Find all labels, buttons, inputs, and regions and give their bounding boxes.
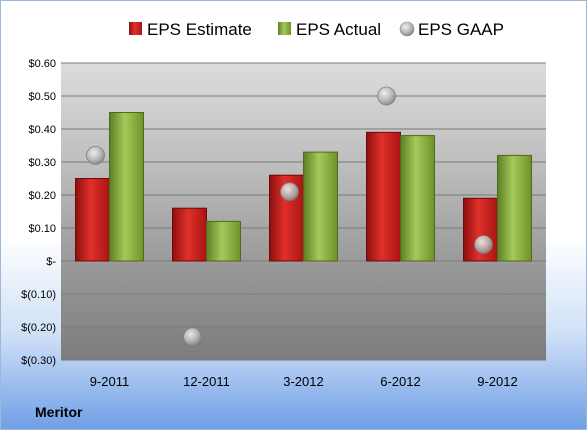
marker-eps-gaap [280,182,299,202]
legend-label: EPS Estimate [147,20,252,39]
y-tick-label: $- [46,256,56,268]
legend-label: EPS Actual [296,20,381,39]
y-tick-label: $0.30 [28,157,56,169]
bar-eps-actual [206,220,241,262]
bar-eps-actual [497,154,532,262]
bar-eps-estimate [172,207,207,262]
y-tick-label: $(0.10) [21,289,56,301]
x-category-label: 6-2012 [380,374,420,389]
marker-eps-gaap [86,145,105,165]
y-tick-label: $(0.30) [21,355,56,367]
marker-eps-gaap [183,327,202,347]
marker-eps-gaap [474,235,493,254]
source-label: Meritor [35,404,83,420]
y-tick-label: $0.60 [28,58,56,70]
legend-swatch-actual [278,22,291,35]
bar-eps-actual [109,112,144,262]
legend-label: EPS GAAP [418,20,504,39]
x-category-label: 12-2011 [183,374,230,389]
bar-eps-actual [400,135,435,262]
x-category-label: 9-2011 [90,374,130,389]
bar-eps-estimate [75,178,110,262]
y-tick-label: $0.50 [28,91,56,103]
y-axis-ticks: $0.60 $0.50 $0.40 $0.30 $0.20 $0.10 $- $(0.10) $… [21,58,56,367]
x-axis-categories: 9-2011 12-2011 3-2012 6-2012 9-2012 [90,374,518,389]
bar-eps-actual [303,151,338,262]
y-tick-label: $(0.20) [21,322,56,334]
legend-swatch-gaap [399,21,415,37]
x-category-label: 9-2012 [477,374,517,389]
bar-eps-estimate [366,131,401,262]
y-tick-label: $0.20 [28,190,56,202]
legend-swatch-estimate [129,22,142,35]
gaap-markers [86,86,493,347]
y-tick-label: $0.10 [28,223,56,235]
legend: EPS Estimate EPS Actual EPS GAAP [129,20,504,39]
x-category-label: 3-2012 [283,374,323,389]
marker-eps-gaap [377,86,396,106]
y-tick-label: $0.40 [28,124,56,136]
